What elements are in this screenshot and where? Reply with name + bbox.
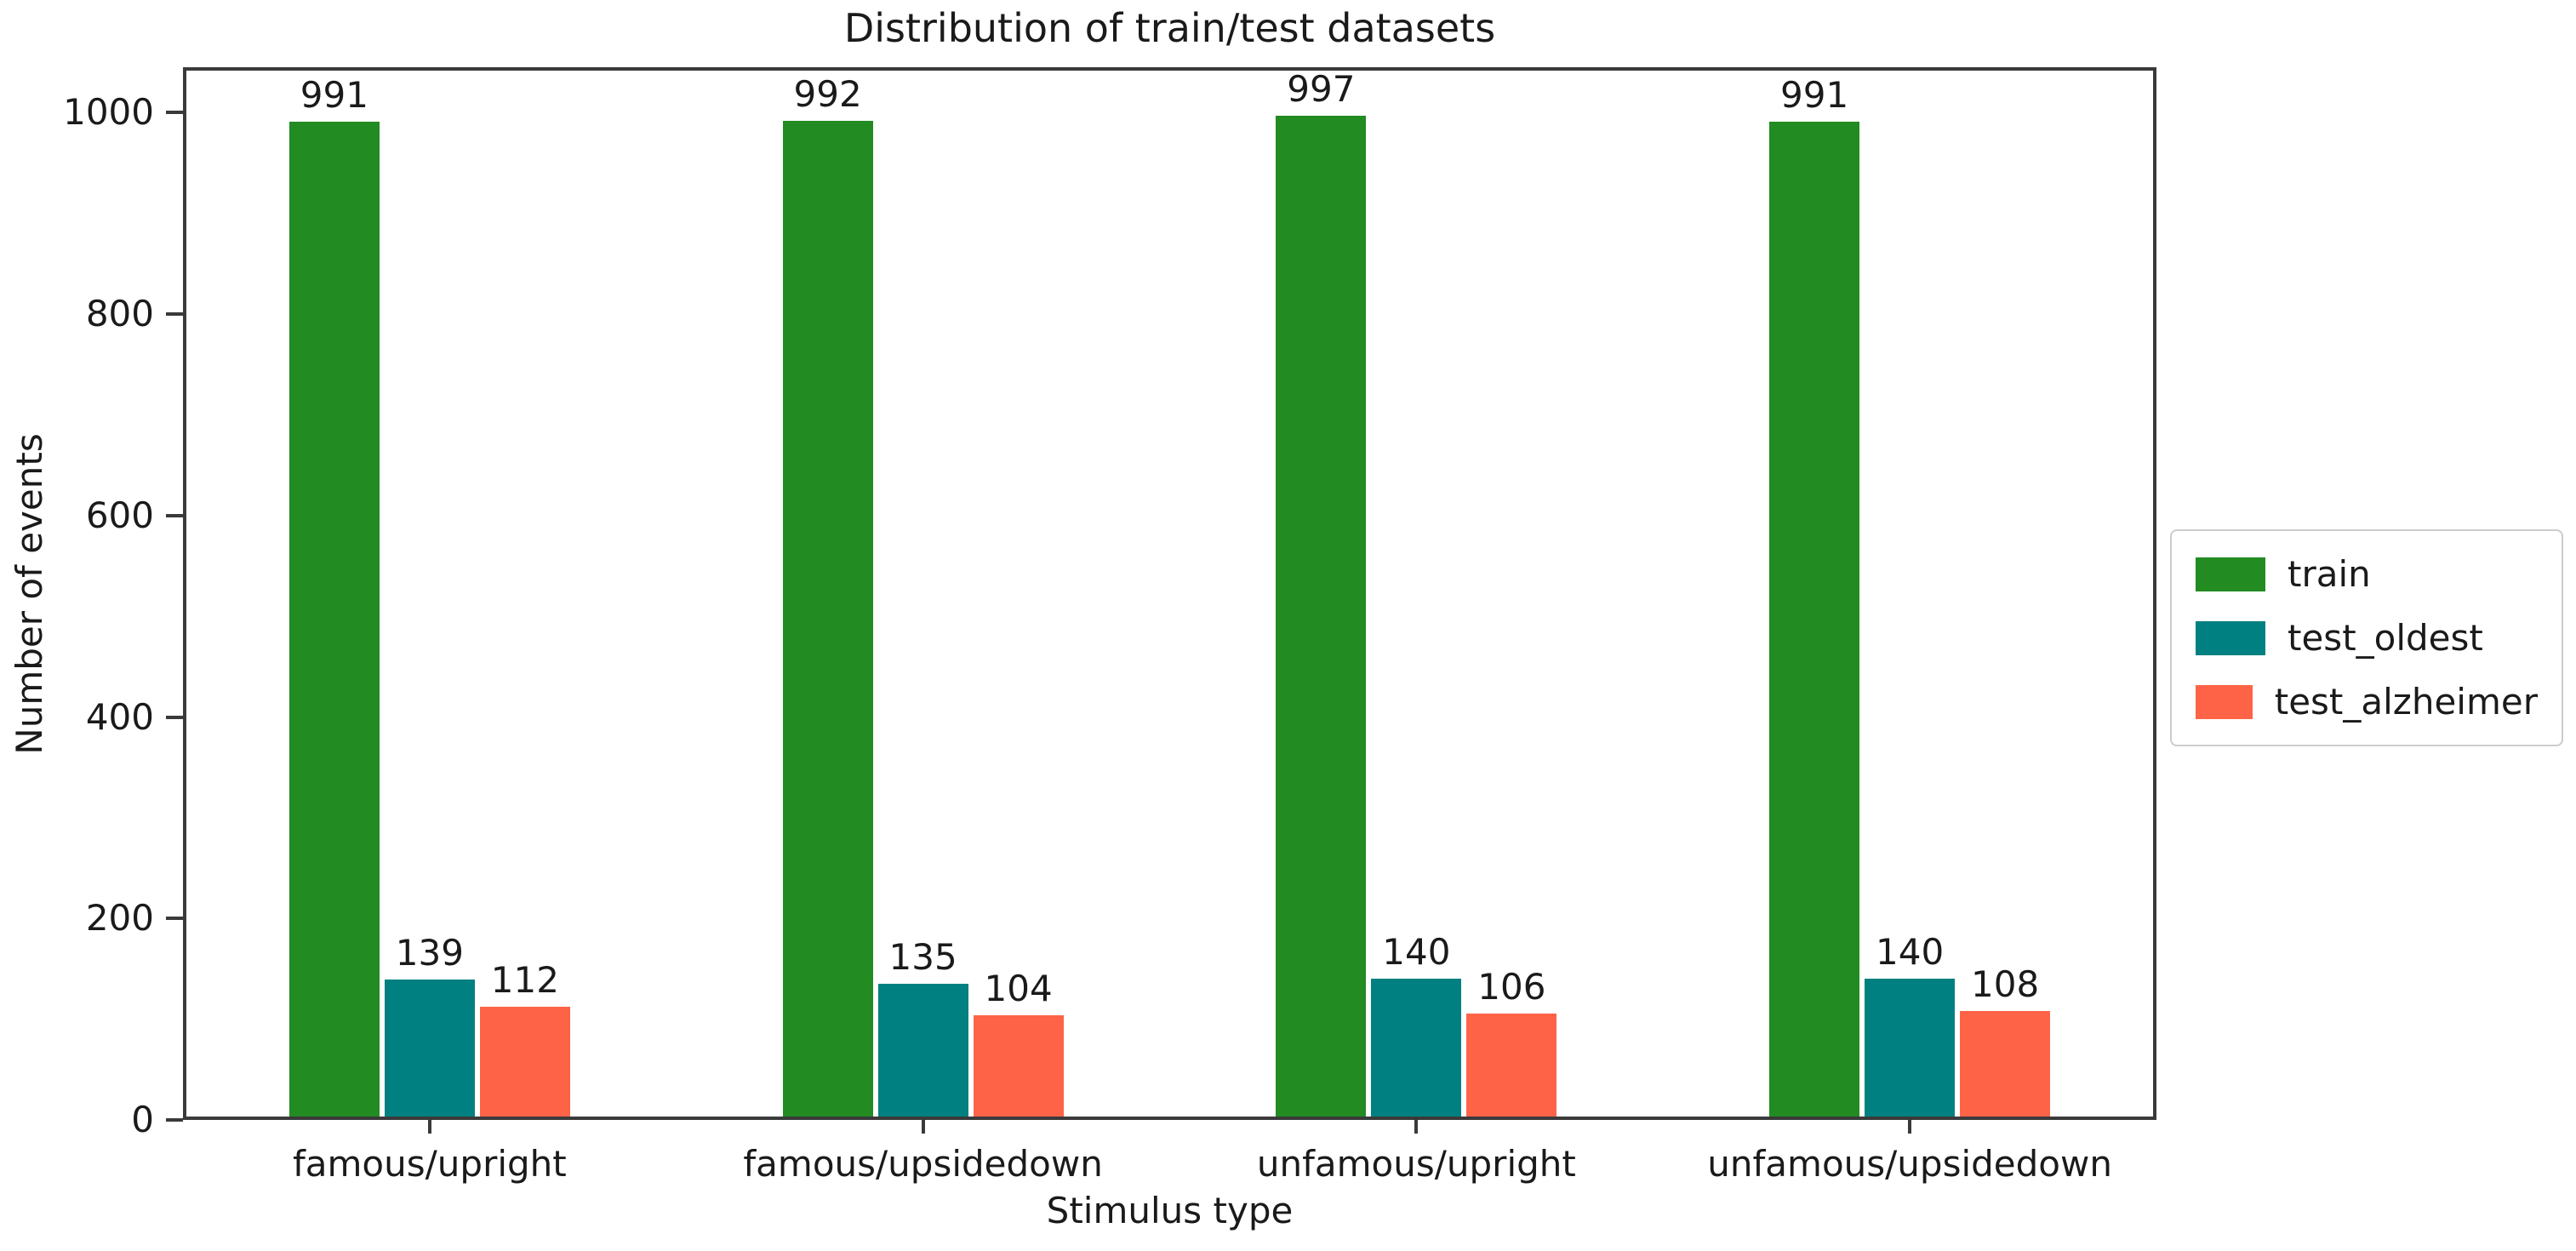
x-axis-tick — [1414, 1120, 1419, 1134]
legend-item-test_oldest: test_oldest — [2196, 617, 2538, 659]
bar-train — [1769, 121, 1860, 1117]
y-axis-tick-label: 200 — [85, 897, 154, 940]
bar-test_oldest — [1865, 979, 1956, 1117]
legend-swatch-test_oldest — [2196, 620, 2265, 655]
x-axis-tick-label: unfamous/upsidedown — [1707, 1143, 2112, 1185]
y-axis-tick — [166, 111, 183, 115]
y-axis-tick-label: 1000 — [63, 91, 154, 134]
legend-label: test_alzheimer — [2274, 681, 2538, 723]
legend-label: test_oldest — [2288, 617, 2483, 659]
bar-value-label: 139 — [395, 932, 464, 974]
x-axis-tick-label: famous/upright — [293, 1143, 567, 1185]
y-axis-tick — [166, 715, 183, 719]
bar-test_oldest — [1371, 979, 1462, 1117]
bar-test_alzheimer — [973, 1014, 1064, 1117]
y-axis-tick-label: 400 — [85, 695, 154, 738]
bar-train — [288, 121, 380, 1117]
x-axis-tick — [1908, 1120, 1912, 1134]
bar-value-label: 104 — [984, 967, 1053, 1009]
bar-test_oldest — [384, 980, 475, 1117]
legend-item-test_alzheimer: test_alzheimer — [2196, 681, 2538, 723]
bar-value-label: 108 — [1971, 963, 2040, 1006]
bar-train — [782, 120, 873, 1117]
bar-test_oldest — [877, 984, 968, 1117]
y-axis-tick — [166, 312, 183, 316]
bar-value-label: 140 — [1876, 931, 1945, 974]
y-axis-tick-label: 600 — [85, 494, 154, 536]
bar-value-label: 112 — [490, 959, 559, 1002]
y-axis-tick-label: 0 — [131, 1099, 154, 1140]
y-axis-tick — [166, 1118, 183, 1122]
x-axis-tick-label: unfamous/upright — [1256, 1143, 1576, 1185]
x-axis-label: Stimulus type — [1046, 1190, 1294, 1231]
bar-test_alzheimer — [1960, 1011, 2051, 1117]
bar-test_alzheimer — [479, 1007, 570, 1117]
bar-value-label: 135 — [888, 936, 957, 979]
y-axis-tick — [166, 917, 183, 921]
y-axis-tick-label: 800 — [85, 293, 154, 334]
y-axis-label: Number of events — [9, 433, 50, 755]
bar-value-label: 991 — [300, 73, 368, 116]
bar-train — [1276, 115, 1367, 1117]
bar-value-label: 992 — [793, 72, 862, 115]
x-axis-tick — [921, 1120, 925, 1134]
bar-value-label: 106 — [1477, 965, 1546, 1008]
legend-label: train — [2288, 553, 2371, 595]
bar-test_alzheimer — [1466, 1013, 1557, 1117]
bar-value-label: 991 — [1780, 73, 1849, 116]
x-axis-tick-label: famous/upsidedown — [743, 1143, 1103, 1185]
y-axis-tick — [166, 513, 183, 517]
chart-title: Distribution of train/test datasets — [843, 5, 1496, 51]
legend-item-train: train — [2196, 553, 2538, 595]
bar-value-label: 140 — [1382, 931, 1451, 974]
bar-value-label: 997 — [1287, 67, 1356, 110]
legend-swatch-train — [2196, 557, 2265, 591]
x-axis-tick — [427, 1120, 431, 1134]
legend: train test_oldest test_alzheimer — [2170, 529, 2563, 746]
legend-swatch-test_alzheimer — [2196, 684, 2253, 719]
